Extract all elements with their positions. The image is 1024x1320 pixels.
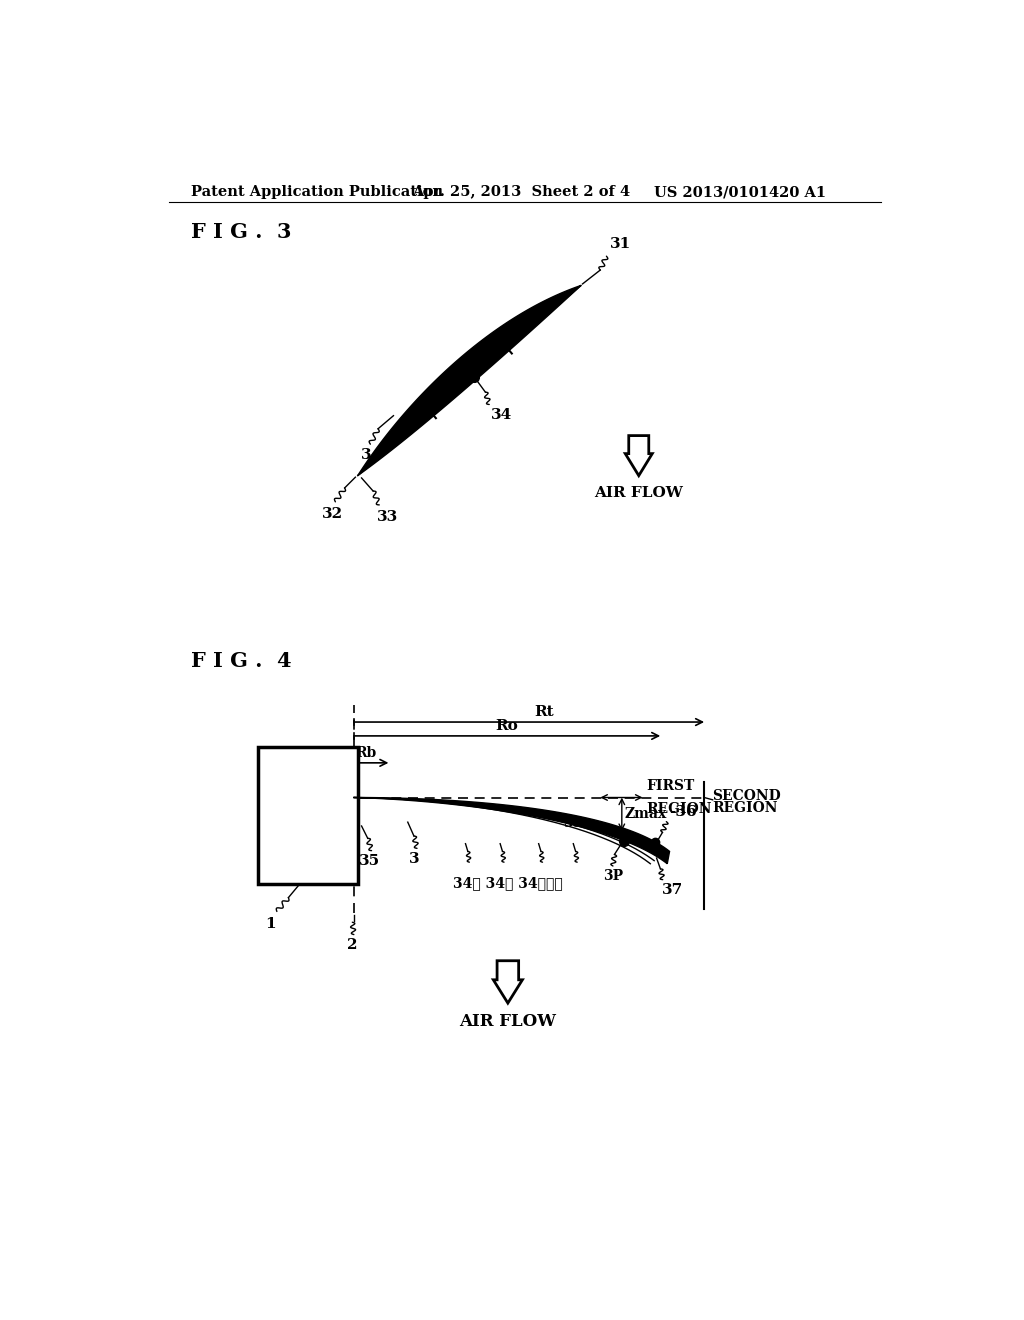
Text: Rt: Rt [535, 705, 554, 719]
Text: 31: 31 [609, 236, 631, 251]
Text: Zmax: Zmax [625, 808, 668, 821]
Text: FIRST: FIRST [646, 779, 694, 793]
Text: REGION: REGION [646, 803, 712, 816]
Text: Ro: Ro [496, 719, 518, 733]
Text: 37: 37 [662, 883, 683, 896]
Text: 32: 32 [322, 507, 343, 521]
Text: AIR FLOW: AIR FLOW [460, 1014, 556, 1030]
Text: 33: 33 [377, 510, 398, 524]
Text: 3S: 3S [563, 817, 583, 830]
Text: F I G .  3: F I G . 3 [190, 222, 291, 242]
Text: 3: 3 [409, 853, 419, 866]
Text: 35: 35 [358, 854, 380, 869]
Text: AIR FLOW: AIR FLOW [594, 486, 683, 500]
Text: F I G .  4: F I G . 4 [190, 651, 291, 671]
Text: 3P: 3P [603, 869, 623, 883]
Text: 34: 34 [490, 408, 512, 421]
Bar [258, 747, 357, 884]
Text: US 2013/0101420 A1: US 2013/0101420 A1 [654, 185, 826, 199]
Text: SECOND: SECOND [712, 789, 780, 803]
Text: -36: -36 [669, 805, 696, 818]
Text: 1: 1 [265, 917, 276, 931]
Text: Apr. 25, 2013  Sheet 2 of 4: Apr. 25, 2013 Sheet 2 of 4 [412, 185, 630, 199]
Text: 3: 3 [361, 447, 372, 462]
Text: 34、 34、 34・・・: 34、 34、 34・・・ [453, 876, 563, 890]
Text: Rb: Rb [355, 746, 377, 760]
Polygon shape [354, 797, 670, 863]
Polygon shape [357, 285, 581, 475]
Text: REGION: REGION [712, 801, 777, 816]
Text: 2: 2 [347, 937, 357, 952]
Text: Patent Application Publication: Patent Application Publication [190, 185, 442, 199]
Polygon shape [626, 436, 652, 475]
Polygon shape [494, 961, 522, 1003]
